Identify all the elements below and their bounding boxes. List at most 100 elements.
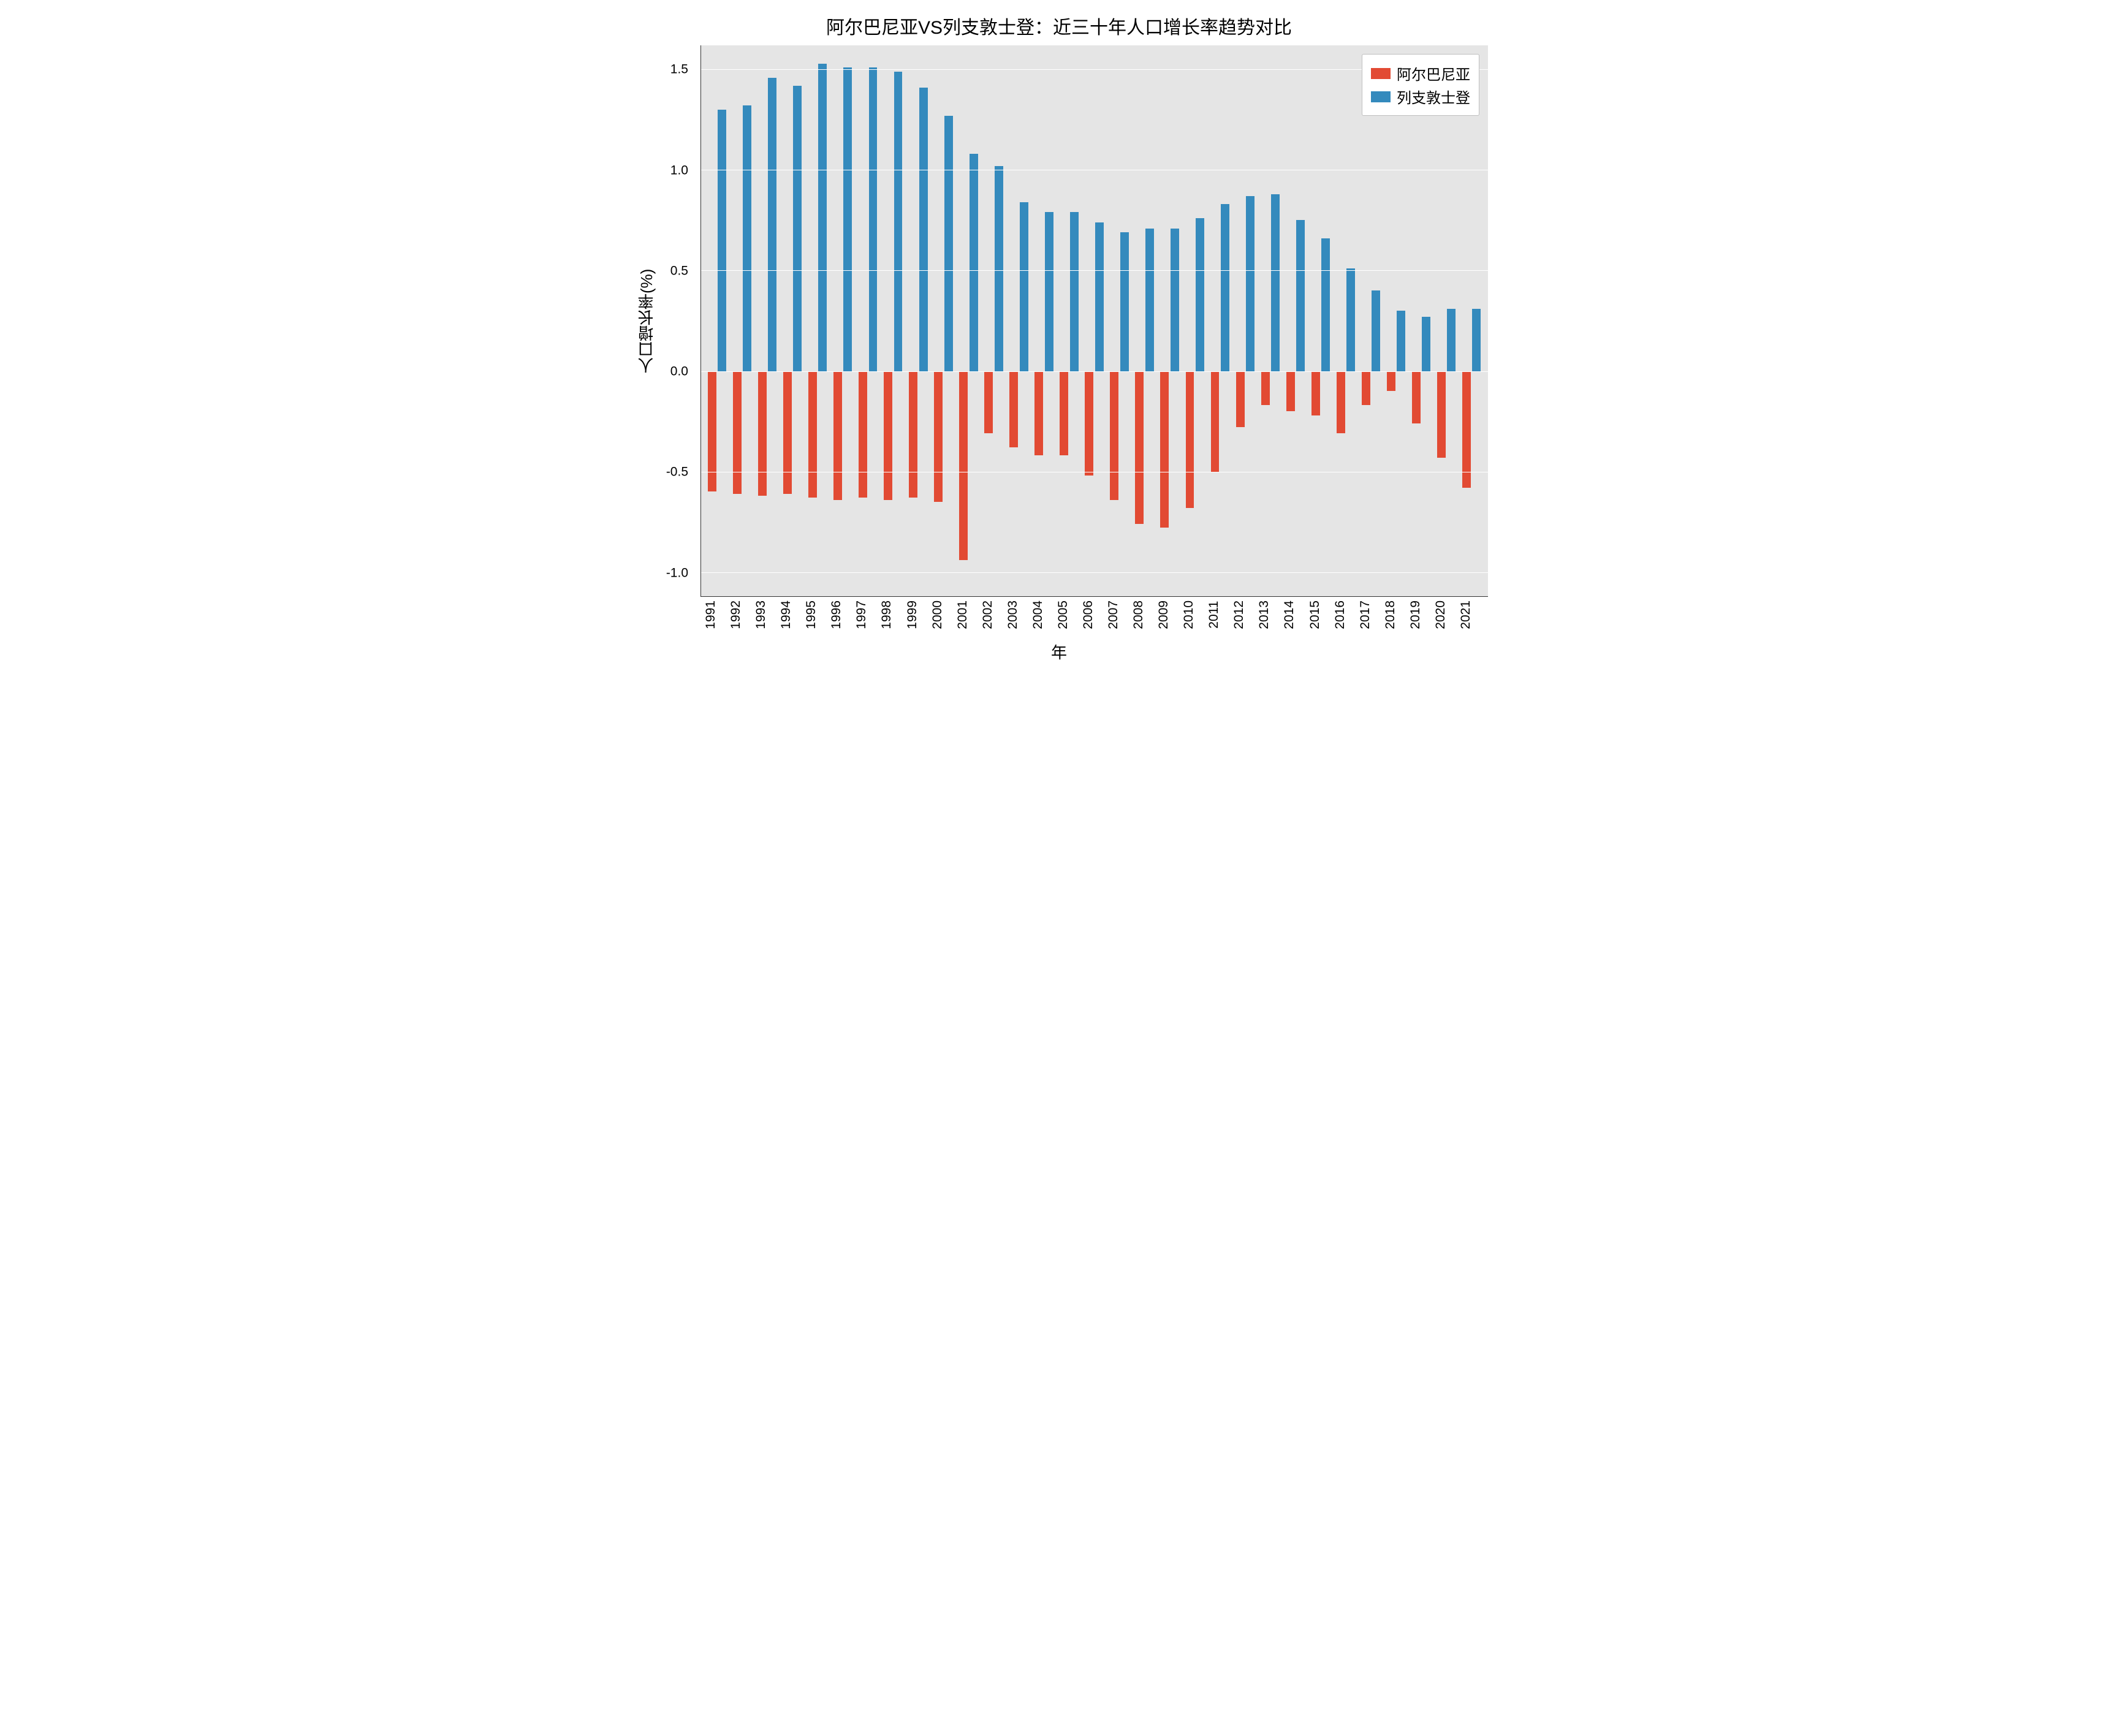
bar-series-a [1211, 371, 1220, 472]
bar-series-b [970, 154, 978, 371]
year-group [1107, 45, 1133, 596]
bar-series-b [1447, 309, 1456, 371]
bar-series-a [1337, 371, 1345, 434]
bar-series-a [1311, 371, 1320, 415]
x-axis: 1991199219931994199519961997199819992000… [630, 597, 1488, 632]
bar-series-a [1462, 371, 1471, 488]
year-group [1334, 45, 1359, 596]
bar-series-a [1135, 371, 1144, 524]
year-group [956, 45, 981, 596]
grid-line [701, 371, 1488, 372]
x-tick: 2004 [1031, 601, 1057, 632]
bar-series-b [1321, 238, 1330, 371]
x-tick: 2019 [1409, 601, 1434, 632]
legend-item: 列支敦士登 [1371, 86, 1470, 107]
bar-series-b [743, 105, 751, 371]
y-tick: -1.0 [666, 566, 688, 579]
bar-series-b [869, 67, 878, 371]
bar-series-a [909, 371, 917, 498]
bar-series-a [1236, 371, 1245, 428]
x-tick: 2011 [1207, 601, 1232, 632]
year-group [1031, 45, 1057, 596]
x-tick: 2021 [1459, 601, 1484, 632]
year-group [1233, 45, 1258, 596]
x-tick: 1995 [805, 601, 830, 632]
y-tick: 1.5 [670, 63, 688, 76]
bar-series-b [1070, 212, 1079, 371]
x-tick: 2009 [1157, 601, 1182, 632]
x-tick: 1996 [830, 601, 855, 632]
y-tick: -0.5 [666, 466, 688, 479]
chart-title: 阿尔巴尼亚VS列支敦士登：近三十年人口增长率趋势对比 [630, 12, 1488, 39]
bar-series-b [1020, 202, 1028, 371]
legend-swatch [1371, 68, 1391, 79]
bar-series-a [758, 371, 767, 496]
bar-series-b [818, 64, 827, 371]
bar-series-a [1060, 371, 1068, 456]
chart-container: 阿尔巴尼亚VS列支敦士登：近三十年人口增长率趋势对比 人口增长率(%) -1.0… [630, 12, 1488, 663]
legend-label: 阿尔巴尼亚 [1397, 63, 1470, 84]
x-tick: 2000 [931, 601, 956, 632]
bar-series-b [1372, 290, 1380, 371]
bar-series-b [1346, 268, 1355, 371]
bar-series-a [859, 371, 867, 498]
bars-container [701, 45, 1488, 596]
x-tick: 2001 [956, 601, 981, 632]
year-group [1082, 45, 1107, 596]
bar-series-b [1045, 212, 1053, 371]
grid-line [701, 572, 1488, 573]
year-group [906, 45, 931, 596]
chart-body: 人口增长率(%) -1.0-0.50.00.51.01.5 阿尔巴尼亚列支敦士登 [630, 45, 1488, 597]
year-group [1057, 45, 1082, 596]
x-tick: 2015 [1308, 601, 1334, 632]
year-group [705, 45, 730, 596]
legend-label: 列支敦士登 [1397, 86, 1470, 107]
bar-series-b [1296, 220, 1305, 371]
x-tick: 1991 [704, 601, 729, 632]
year-group [1258, 45, 1283, 596]
x-tick: 1999 [906, 601, 931, 632]
bar-series-b [1145, 229, 1154, 371]
bar-series-a [708, 371, 716, 492]
y-axis: -1.0-0.50.00.51.01.5 [658, 45, 700, 597]
y-tick: 0.5 [670, 264, 688, 277]
x-tick: 2018 [1384, 601, 1409, 632]
bar-series-a [1160, 371, 1169, 528]
year-group [881, 45, 906, 596]
x-tick: 1993 [754, 601, 780, 632]
bar-series-b [1221, 204, 1229, 371]
bar-series-a [808, 371, 817, 498]
bar-series-a [1412, 371, 1421, 423]
x-tick: 2012 [1232, 601, 1258, 632]
bar-series-b [843, 67, 852, 371]
x-tick: 1994 [780, 601, 805, 632]
bar-series-a [1009, 371, 1018, 448]
bar-series-a [1286, 371, 1295, 412]
y-axis-label: 人口增长率(%) [630, 45, 658, 597]
bar-series-a [884, 371, 892, 500]
x-tick: 2016 [1334, 601, 1359, 632]
x-tick: 2010 [1182, 601, 1207, 632]
bar-series-a [1186, 371, 1194, 508]
year-group [981, 45, 1006, 596]
bar-series-a [959, 371, 968, 560]
x-tick: 2002 [981, 601, 1006, 632]
bar-series-a [1085, 371, 1093, 476]
x-tick: 2017 [1359, 601, 1384, 632]
bar-series-b [1397, 311, 1405, 371]
year-group [1459, 45, 1484, 596]
grid-line [701, 270, 1488, 271]
year-group [1158, 45, 1183, 596]
x-tick: 2007 [1107, 601, 1132, 632]
bar-series-b [995, 166, 1003, 371]
bar-series-a [733, 371, 742, 494]
x-tick: 2020 [1434, 601, 1459, 632]
bar-series-b [1271, 194, 1280, 371]
bar-series-b [1171, 229, 1179, 371]
year-group [1183, 45, 1208, 596]
bar-series-b [1095, 222, 1104, 371]
y-tick: 0.0 [670, 365, 688, 378]
bar-series-a [783, 371, 792, 494]
year-group [1434, 45, 1459, 596]
year-group [856, 45, 881, 596]
